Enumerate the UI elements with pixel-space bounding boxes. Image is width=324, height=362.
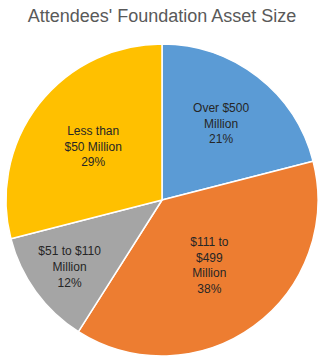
svg-text:Attendees' Foundation Asset Si: Attendees' Foundation Asset Size	[28, 6, 297, 26]
svg-text:Less than$50 Million29%: Less than$50 Million29%	[64, 124, 121, 169]
svg-text:Over $500Million21%: Over $500Million21%	[193, 101, 249, 146]
svg-text:$51 to $110Million12%: $51 to $110Million12%	[38, 244, 101, 289]
svg-text:$111 to$499Million38%: $111 to$499Million38%	[190, 235, 229, 296]
